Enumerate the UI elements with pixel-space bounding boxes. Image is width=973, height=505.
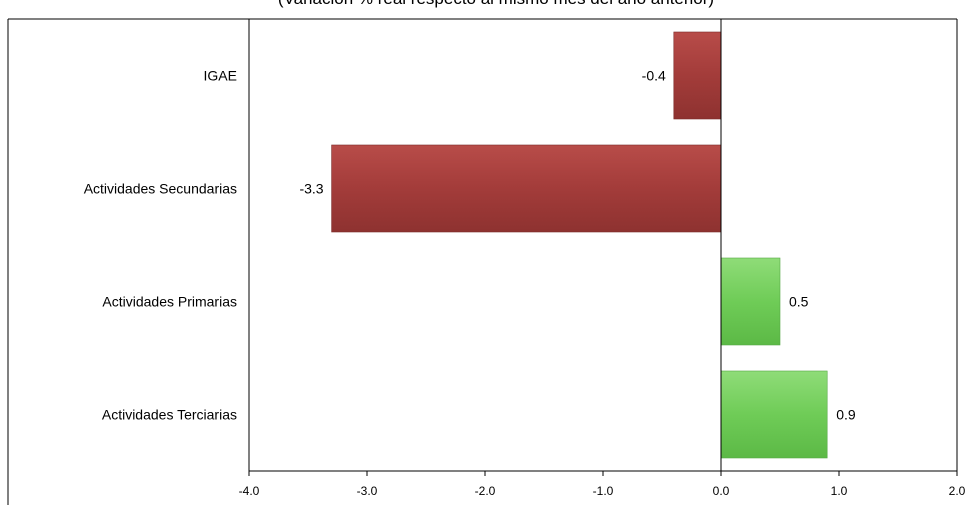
category-label: IGAE (204, 68, 237, 84)
x-ticks-group: -4.0 -3.0 -2.0 -1.0 0.0 1.0 2.0 (239, 471, 966, 498)
bar (331, 144, 722, 233)
category-labels-group: IGAE Actividades Secundarias Actividades P… (84, 68, 237, 423)
x-tick-label: -4.0 (239, 484, 260, 498)
x-tick-label: 2.0 (949, 484, 966, 498)
x-tick-label: -1.0 (593, 484, 614, 498)
x-tick-label: -2.0 (475, 484, 496, 498)
bars-group (331, 31, 828, 459)
bar-value-label: 0.9 (836, 407, 856, 423)
bar-value-label: 0.5 (789, 294, 809, 310)
category-label: Actividades Terciarias (102, 407, 237, 423)
bar-labels-group: -0.4 -3.3 0.5 0.9 (299, 68, 855, 423)
bar-value-label: -3.3 (299, 181, 323, 197)
category-label: Actividades Primarias (102, 294, 237, 310)
x-tick-label: 1.0 (831, 484, 848, 498)
bar (720, 257, 781, 346)
chart-subtitle: (Variación % real respecto al mismo mes … (278, 0, 714, 8)
bar-value-label: -0.4 (642, 68, 666, 84)
x-tick-label: 0.0 (713, 484, 730, 498)
bar (673, 31, 722, 120)
x-tick-label: -3.0 (357, 484, 378, 498)
category-label: Actividades Secundarias (84, 181, 237, 197)
bar (720, 370, 828, 459)
